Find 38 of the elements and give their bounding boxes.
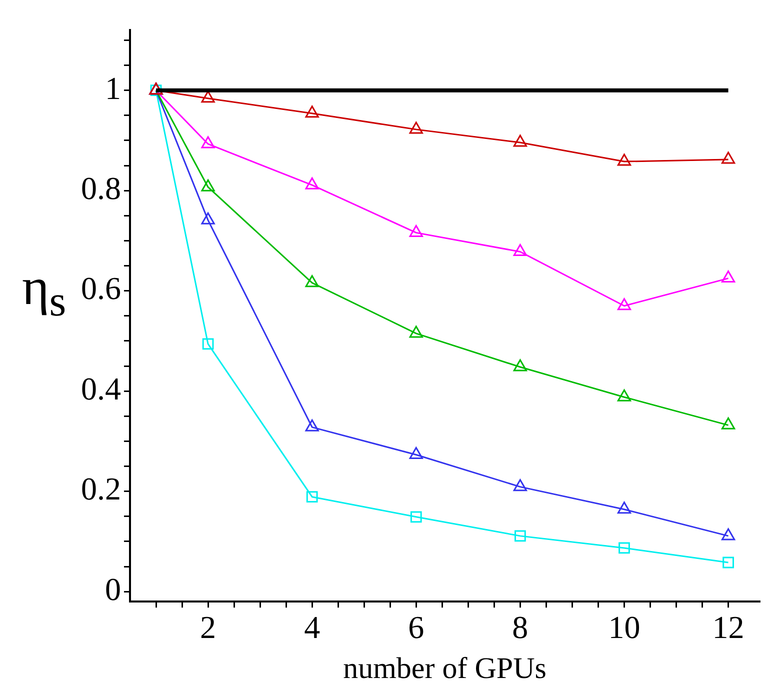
point bbox=[201, 212, 215, 224]
point bbox=[513, 479, 527, 492]
x-tick-label: 2 bbox=[200, 609, 216, 646]
point bbox=[721, 152, 736, 164]
x-axis-title: number of GPUs bbox=[343, 652, 546, 685]
point bbox=[513, 359, 527, 372]
point bbox=[305, 106, 319, 118]
point bbox=[617, 298, 632, 310]
point bbox=[409, 122, 423, 134]
point bbox=[305, 177, 319, 190]
point bbox=[721, 270, 736, 283]
point bbox=[201, 90, 215, 103]
y-tick-label: 0.8 bbox=[81, 170, 121, 206]
point bbox=[409, 224, 423, 237]
point bbox=[305, 275, 319, 288]
y-tick-label: 1 bbox=[105, 70, 121, 106]
point bbox=[617, 502, 632, 514]
point bbox=[305, 419, 319, 432]
y-axis-title: η$_{s}$ bbox=[22, 258, 66, 326]
y-tick-label: 0.2 bbox=[81, 470, 121, 507]
point bbox=[201, 179, 215, 192]
y-tick-label: 0.4 bbox=[81, 370, 121, 406]
point bbox=[409, 446, 423, 459]
point bbox=[617, 154, 632, 166]
y-tick-label: 0.6 bbox=[81, 270, 121, 306]
x-tick-label: 12 bbox=[712, 609, 744, 646]
x-tick-label: 10 bbox=[608, 609, 640, 646]
point bbox=[513, 134, 527, 147]
x-tick-label: 6 bbox=[408, 609, 424, 646]
x-tick-label: 8 bbox=[512, 609, 528, 646]
point bbox=[201, 136, 215, 148]
point bbox=[409, 326, 423, 338]
y-tick-label: 0 bbox=[105, 570, 121, 607]
point bbox=[513, 244, 527, 256]
point bbox=[721, 417, 736, 430]
point bbox=[721, 528, 736, 540]
point bbox=[617, 389, 632, 402]
x-tick-label: 4 bbox=[304, 609, 320, 646]
